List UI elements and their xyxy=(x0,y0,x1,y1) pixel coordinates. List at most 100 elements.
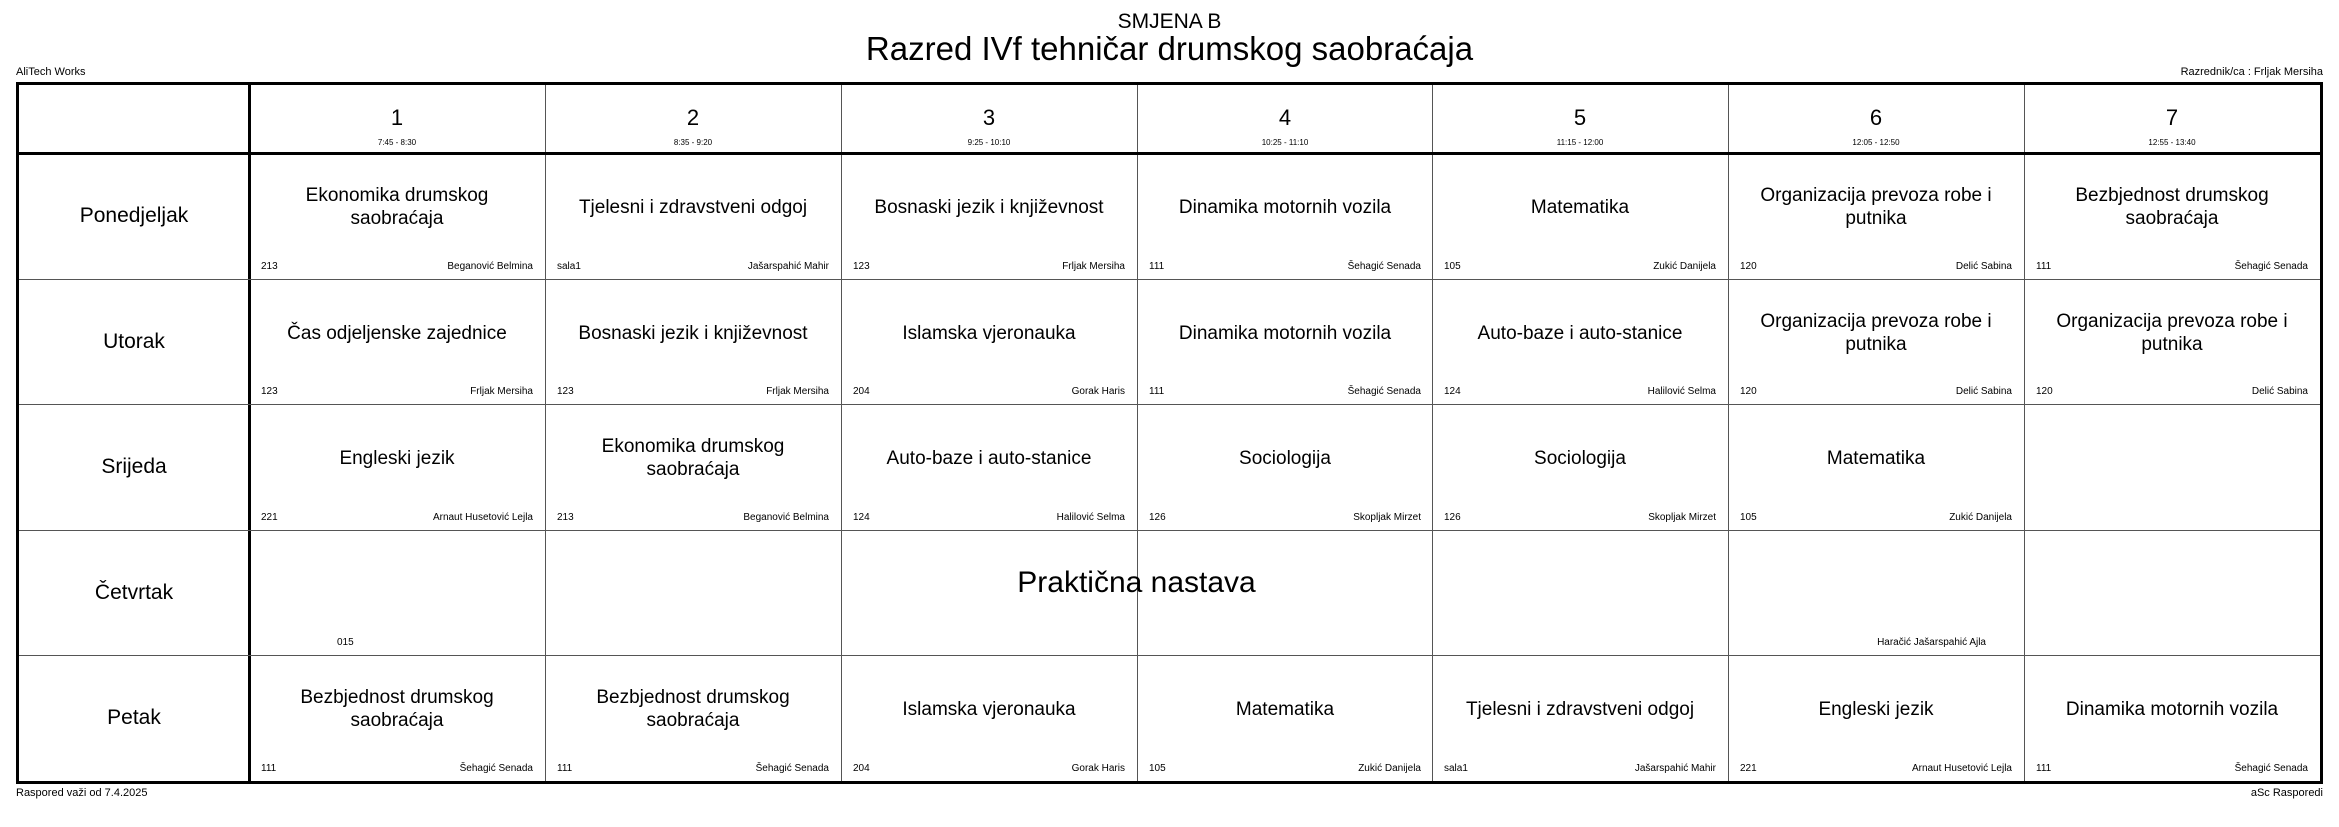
day-label: Srijeda xyxy=(101,455,167,478)
lesson-teacher: Jašarspahić Mahir xyxy=(1634,763,1716,774)
period-number: 7 xyxy=(2165,105,2179,130)
lesson-room: 105 xyxy=(1444,261,1461,272)
lesson-teacher: Zukić Danijela xyxy=(1949,512,2012,523)
lesson-subject: Bezbjednost drumskog saobraćaja xyxy=(300,687,494,731)
period-time: 7:45 - 8:30 xyxy=(377,138,417,147)
period-time: 8:35 - 9:20 xyxy=(673,138,713,147)
lesson-room: 111 xyxy=(2036,261,2052,272)
lesson-room: 123 xyxy=(261,386,278,397)
lesson-teacher: Beganović Belmina xyxy=(743,512,829,523)
day-row-divider xyxy=(19,404,2320,405)
period-number: 2 xyxy=(686,105,700,130)
day-row-divider xyxy=(19,279,2320,280)
lesson-room: sala1 xyxy=(557,261,581,272)
lesson-subject: Ekonomika drumskog saobraćaja xyxy=(305,185,489,229)
lesson-subject: Islamska vjeronauka xyxy=(902,698,1076,720)
lesson-subject: Bosnaski jezik i književnost xyxy=(874,196,1104,218)
day-column-divider xyxy=(248,85,251,781)
lesson-subject: Matematika xyxy=(1530,196,1630,218)
lesson-room: 111 xyxy=(557,763,573,774)
lesson-room: 126 xyxy=(1149,512,1166,523)
lesson-teacher: Šehagić Senada xyxy=(755,763,829,774)
lesson-teacher: Beganović Belmina xyxy=(447,261,533,272)
period-column-divider xyxy=(841,85,842,781)
lesson-room: 105 xyxy=(1740,512,1757,523)
lesson-room: 126 xyxy=(1444,512,1461,523)
timetable-grid: 1 7:45 - 8:30 2 8:35 - 9:20 3 9:25 - 10:10 4 10… xyxy=(16,82,2323,784)
period-time: 9:25 - 10:10 xyxy=(967,138,1011,147)
lesson-subject: Tjelesni i zdravstveni odgoj xyxy=(1465,698,1695,720)
lesson-subject: Engleski jezik xyxy=(339,447,455,469)
lesson-teacher: Frljak Mersiha xyxy=(766,386,829,397)
lesson-subject: Bezbjednost drumskog saobraćaja xyxy=(596,687,790,731)
lesson-teacher: Arnaut Husetović Lejla xyxy=(432,512,533,523)
lesson-teacher: Frljak Mersiha xyxy=(1062,261,1125,272)
lesson-teacher: Halilović Selma xyxy=(1647,386,1716,397)
period-number: 1 xyxy=(390,105,404,130)
lesson-teacher: Delić Sabina xyxy=(2251,386,2308,397)
lesson-room: 120 xyxy=(1740,386,1757,397)
day-row-divider xyxy=(19,655,2320,656)
lesson-room: 213 xyxy=(261,261,278,272)
lesson-teacher: Gorak Haris xyxy=(1071,763,1125,774)
day-label: Četvrtak xyxy=(94,581,174,604)
lesson-room: 015 xyxy=(337,637,354,648)
lesson-room: 221 xyxy=(1740,763,1757,774)
period-time: 12:05 - 12:50 xyxy=(1852,138,1900,147)
lesson-room: 124 xyxy=(853,512,870,523)
lesson-subject: Engleski jezik xyxy=(1818,698,1934,720)
lesson-room: 123 xyxy=(853,261,870,272)
lesson-subject: Sociologija xyxy=(1534,447,1626,469)
lesson-subject: Auto-baze i auto-stanice xyxy=(886,447,1092,469)
day-label: Petak xyxy=(107,706,161,729)
lesson-room: sala1 xyxy=(1444,763,1468,774)
lesson-teacher: Zukić Danijela xyxy=(1358,763,1421,774)
lesson-subject: Dinamika motornih vozila xyxy=(1178,196,1392,218)
lesson-teacher: Šehagić Senada xyxy=(2234,763,2308,774)
lesson-teacher: Jašarspahić Mahir xyxy=(747,261,829,272)
period-column-divider xyxy=(1728,85,1729,781)
lesson-room: 111 xyxy=(1149,261,1165,272)
lesson-subject: Ekonomika drumskog saobraćaja xyxy=(601,436,785,480)
lesson-teacher: Šehagić Senada xyxy=(2234,261,2308,272)
lesson-subject: Matematika xyxy=(1235,698,1335,720)
lesson-room: 105 xyxy=(1149,763,1166,774)
day-label: Utorak xyxy=(103,330,165,353)
lesson-teacher: Zukić Danijela xyxy=(1653,261,1716,272)
lesson-room: 111 xyxy=(1149,386,1165,397)
header-row-divider xyxy=(19,152,2320,155)
lesson-room: 111 xyxy=(2036,763,2052,774)
period-number: 6 xyxy=(1869,105,1883,130)
period-column-divider xyxy=(1137,85,1138,781)
lesson-teacher: Skopljak Mirzet xyxy=(1648,512,1716,523)
lesson-teacher: Skopljak Mirzet xyxy=(1353,512,1421,523)
lesson-subject: Organizacija prevoza robe i putnika xyxy=(1760,311,1992,355)
lesson-subject: Matematika xyxy=(1826,447,1926,469)
lesson-teacher: Halilović Selma xyxy=(1056,512,1125,523)
day-label: Ponedjeljak xyxy=(79,204,189,227)
period-time: 12:55 - 13:40 xyxy=(2148,138,2196,147)
lesson-teacher: Šehagić Senada xyxy=(459,763,533,774)
lesson-teacher: Šehagić Senada xyxy=(1347,386,1421,397)
period-column-divider xyxy=(2024,85,2025,781)
valid-from-label: Raspored važi od 7.4.2025 xyxy=(16,787,148,799)
lesson-subject: Organizacija prevoza robe i putnika xyxy=(1760,185,1992,229)
lesson-subject: Sociologija xyxy=(1239,447,1331,469)
lesson-room: 120 xyxy=(2036,386,2053,397)
lesson-subject: Čas odjeljenske zajednice xyxy=(287,322,507,344)
lesson-subject: Dinamika motornih vozila xyxy=(2065,698,2279,720)
lesson-room: 213 xyxy=(557,512,574,523)
lesson-subject: Bosnaski jezik i književnost xyxy=(578,322,808,344)
period-time: 10:25 - 11:10 xyxy=(1261,138,1309,147)
head-teacher-label: Razrednik/ca : Frljak Mersiha xyxy=(2180,66,2323,78)
page-title: Razred IVf tehničar drumskog saobraćaja xyxy=(865,30,1474,67)
lesson-subject: Auto-baze i auto-stanice xyxy=(1477,322,1683,344)
lesson-room: 124 xyxy=(1444,386,1461,397)
lesson-teacher: Delić Sabina xyxy=(1955,261,2012,272)
school-name: AliTech Works xyxy=(16,66,86,78)
period-number: 5 xyxy=(1573,105,1587,130)
lesson-room: 123 xyxy=(557,386,574,397)
shift-label: SMJENA B xyxy=(1117,10,1222,33)
lesson-subject: Islamska vjeronauka xyxy=(902,322,1076,344)
lesson-teacher: Haračić Jašarspahić Ajla xyxy=(1877,637,1986,648)
